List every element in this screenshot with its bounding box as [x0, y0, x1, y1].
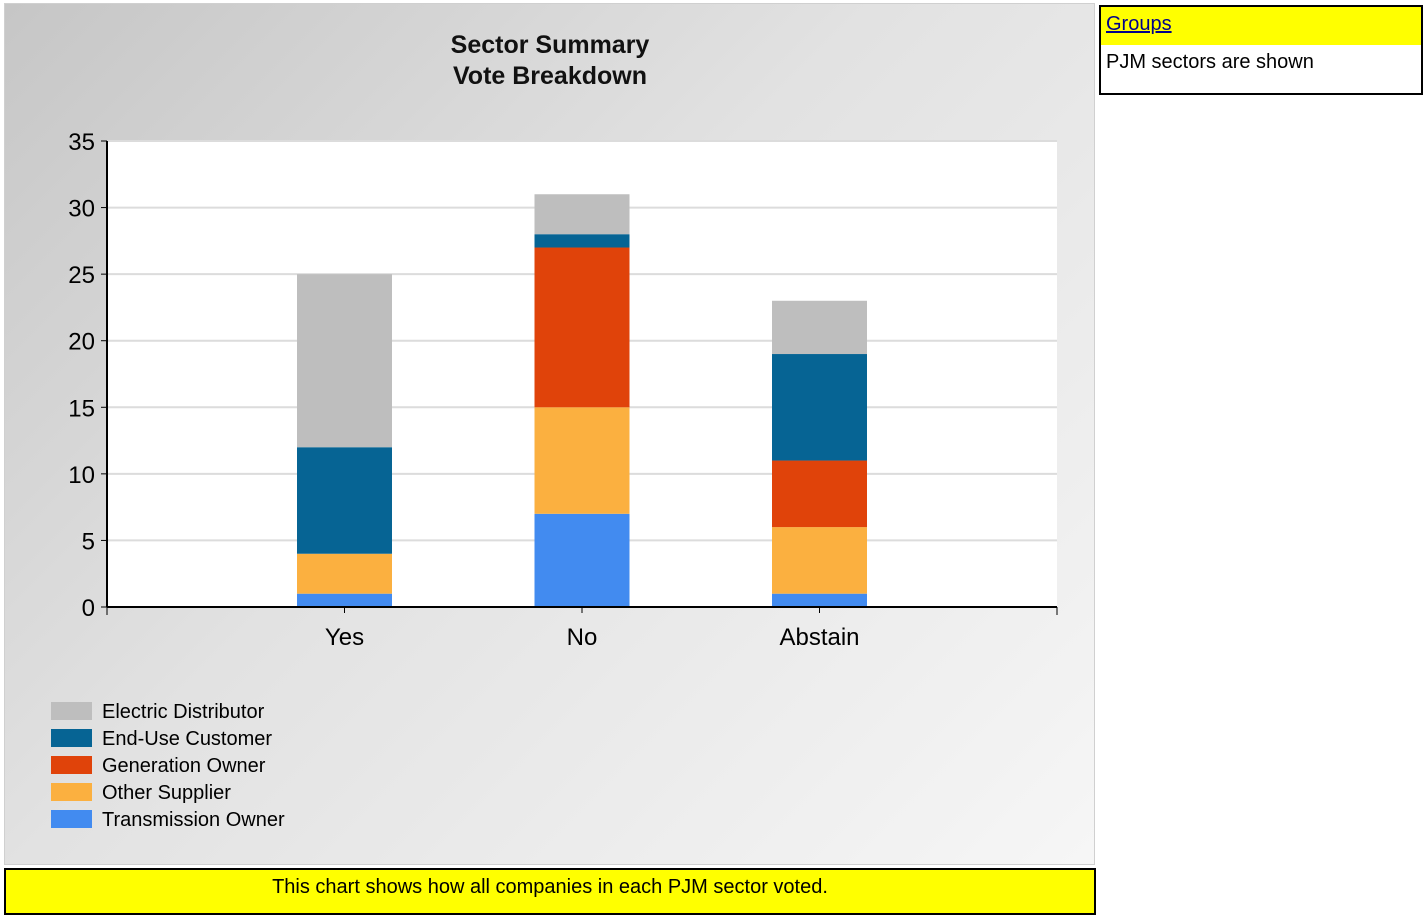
groups-panel: Groups PJM sectors are shown — [1099, 5, 1423, 95]
bar-segment — [772, 527, 867, 594]
legend-label: Other Supplier — [102, 782, 231, 804]
legend-swatch — [51, 783, 92, 801]
chart-svg: Sector Summary Vote Breakdown 0 5 10 15 20 25… — [51, 31, 1058, 831]
groups-description: PJM sectors are shown — [1106, 51, 1314, 73]
y-tick-label: 5 — [82, 528, 95, 555]
y-tick-label: 20 — [68, 329, 95, 356]
bar-segment — [534, 247, 630, 408]
y-tick-label: 35 — [68, 129, 95, 156]
legend-label: Generation Owner — [102, 755, 266, 777]
chart-subtitle: Vote Breakdown — [453, 62, 647, 90]
bar-segment — [534, 234, 630, 248]
legend-label: Electric Distributor — [102, 701, 265, 723]
legend-swatch — [51, 810, 92, 828]
groups-link[interactable]: Groups — [1101, 7, 1421, 45]
bar-segment — [297, 447, 392, 554]
bar-segment — [772, 300, 867, 355]
legend: Electric Distributor End-Use Customer Gene… — [51, 701, 285, 831]
x-tick-label: No — [567, 624, 598, 651]
chart-title: Sector Summary — [451, 31, 650, 59]
legend-label: Transmission Owner — [102, 809, 285, 831]
bar-segment — [772, 354, 867, 461]
bar-segment — [297, 274, 392, 448]
legend-swatch — [51, 702, 92, 720]
x-tick-label: Abstain — [779, 624, 859, 651]
bar-segment — [534, 407, 630, 514]
y-tick-label: 25 — [68, 262, 95, 289]
bar-segment — [534, 194, 630, 235]
legend-swatch — [51, 729, 92, 747]
bar-segment — [534, 513, 630, 607]
bar-segment — [297, 553, 392, 594]
y-tick-label: 15 — [68, 395, 95, 422]
bar-segment — [772, 593, 867, 607]
bar-segment — [297, 593, 392, 607]
y-tick-label: 0 — [82, 595, 95, 622]
axis-layer: 0 5 10 15 20 25 30 35 Yes No Abstain — [68, 129, 1058, 651]
bar-segment — [772, 460, 867, 528]
chart-caption: This chart shows how all companies in ea… — [4, 868, 1096, 915]
y-tick-label: 10 — [68, 462, 95, 489]
legend-label: End-Use Customer — [102, 728, 272, 750]
x-tick-label: Yes — [325, 624, 364, 651]
legend-swatch — [51, 756, 92, 774]
bar-layer — [297, 194, 867, 607]
y-tick-label: 30 — [68, 196, 95, 223]
chart-panel: Sector Summary Vote Breakdown 0 5 10 15 20 25… — [4, 3, 1095, 865]
